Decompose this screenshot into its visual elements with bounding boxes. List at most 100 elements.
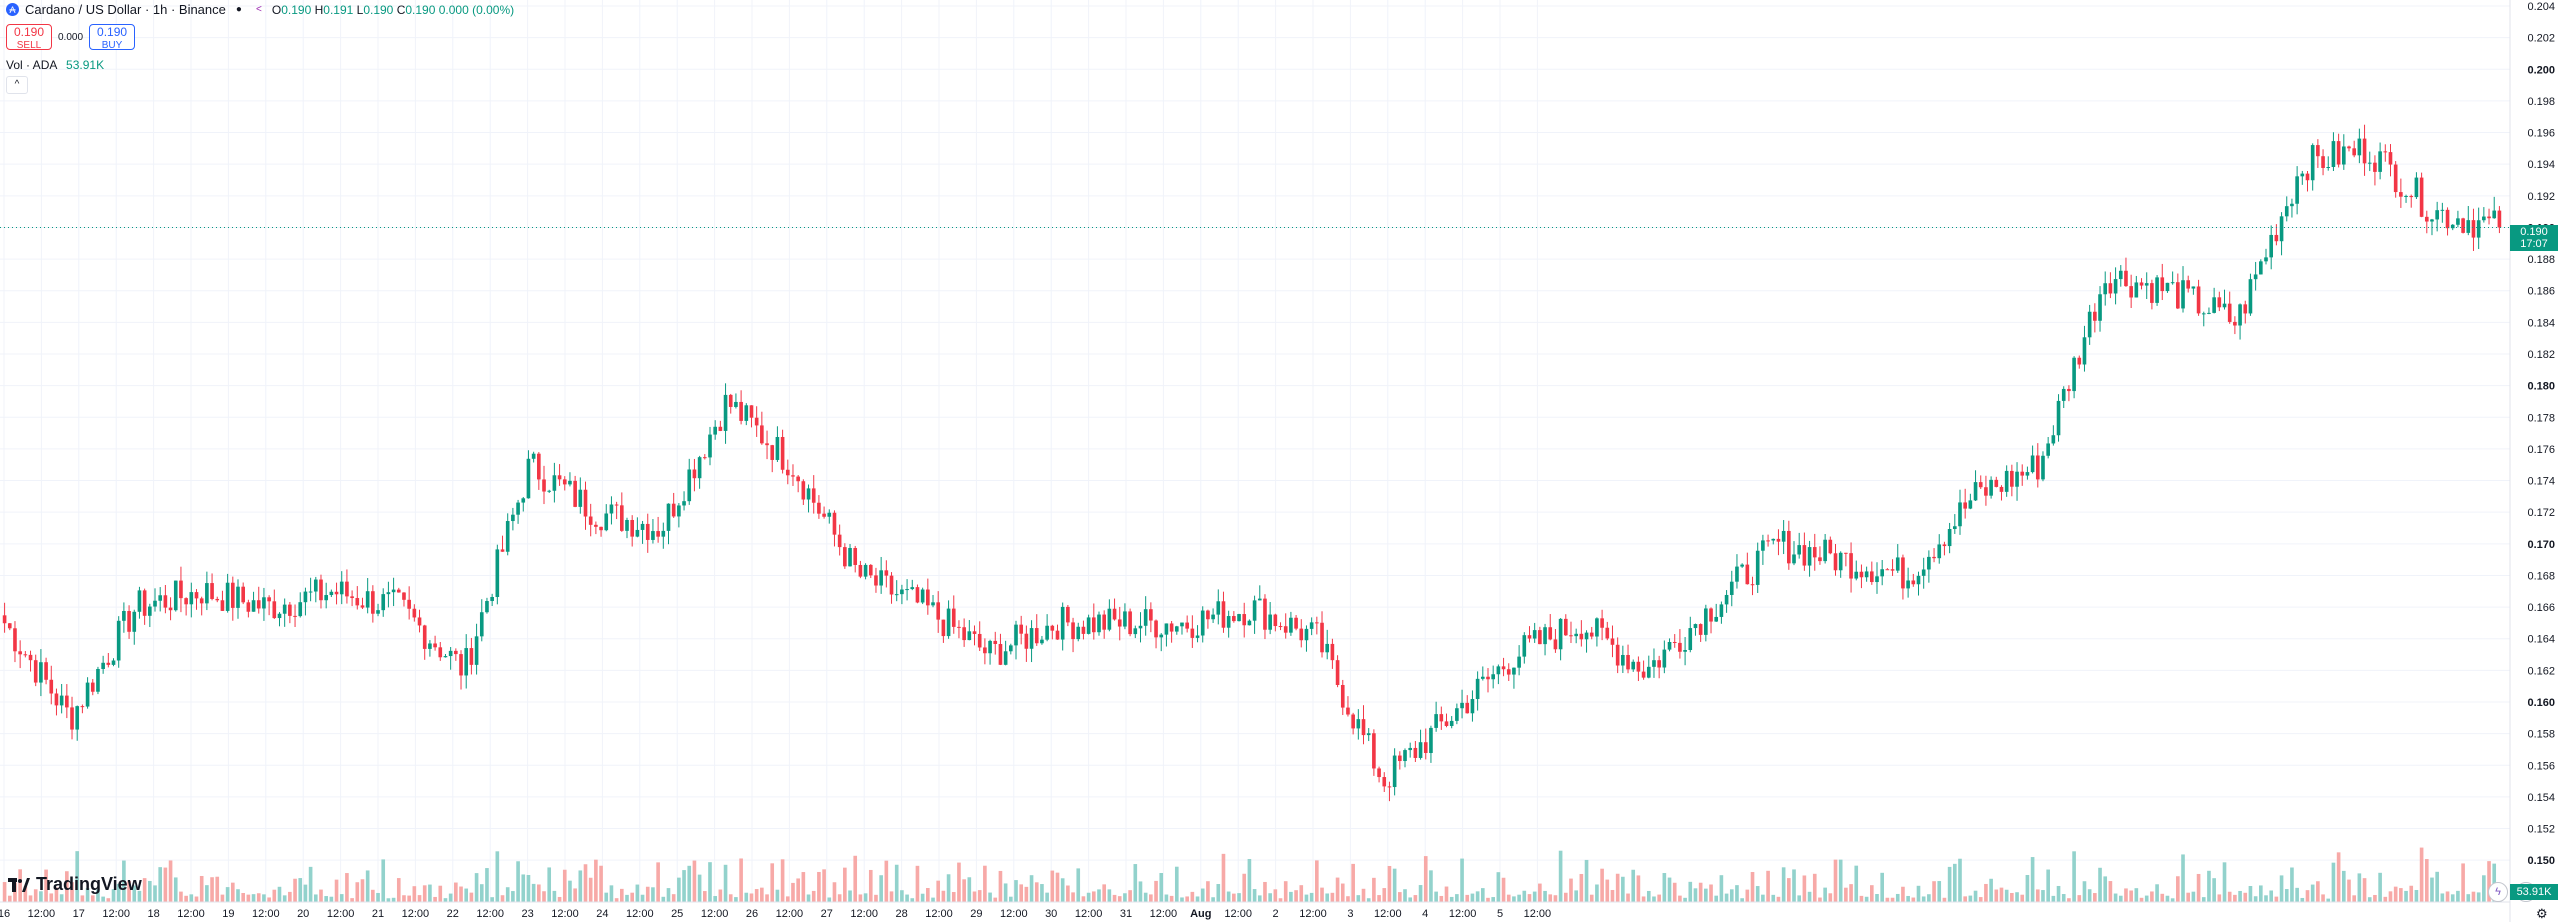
volume-bar	[1226, 891, 1231, 902]
volume-bar	[858, 894, 863, 902]
volume-bar	[1802, 875, 1807, 902]
volume-bar	[396, 878, 401, 902]
volume-bar	[1475, 891, 1480, 902]
candle-body	[1517, 656, 1521, 668]
volume-bar	[298, 878, 303, 902]
volume-bar	[765, 894, 769, 902]
volume-bar	[96, 889, 100, 902]
volume-bar	[490, 897, 494, 902]
volume-bar	[54, 887, 59, 902]
candle-body	[1543, 627, 1547, 645]
volume-bar	[2253, 896, 2258, 902]
time-axis[interactable]: 16 12:00 17 12:00 18 12:00 19 12:00 20 12:00 21 12:…	[0, 901, 2510, 920]
sell-button[interactable]: 0.190 SELL	[6, 24, 52, 51]
candle-body	[2450, 224, 2455, 229]
candle-body	[1942, 544, 1947, 547]
candle-body	[1076, 626, 1081, 640]
volume-bar	[1496, 872, 1501, 902]
buy-button[interactable]: 0.190 BUY	[89, 24, 136, 51]
candle-body	[1735, 566, 1739, 582]
volume-bar	[599, 865, 603, 902]
volume-bar	[1543, 890, 1547, 902]
volume-bar	[334, 879, 339, 902]
volume-bar	[977, 890, 982, 902]
time-tick-label: 12:00	[1224, 908, 1252, 920]
price-axis[interactable]: 0.204 0.202 0.200 0.198 0.196 0.194 0.192 0.190…	[2509, 0, 2555, 922]
share-icon[interactable]: <	[255, 4, 262, 15]
candle-body	[2020, 471, 2025, 476]
candle-body	[702, 457, 707, 459]
volume-bar	[1232, 893, 1236, 902]
candle-body	[1864, 571, 1869, 578]
volume-bar	[951, 892, 956, 902]
volume-bar	[1797, 895, 1802, 902]
time-tick-label: 12:00	[177, 908, 205, 920]
collapse-legend-button[interactable]: ^	[6, 76, 28, 94]
volume-bar	[1444, 886, 1449, 902]
volume-label[interactable]: Vol · ADA	[6, 58, 57, 72]
volume-bar	[1143, 892, 1148, 902]
volume-bar	[1470, 893, 1475, 902]
volume-bar	[1330, 892, 1335, 902]
volume-bar	[277, 886, 282, 902]
volume-bar	[920, 893, 925, 902]
candle-body	[1278, 626, 1283, 628]
candle-body	[365, 591, 370, 608]
candle-body	[2113, 279, 2118, 294]
tradingview-logo[interactable]: TradingView	[8, 874, 142, 895]
volume-bar	[2217, 894, 2222, 902]
candle-body	[1263, 598, 1267, 630]
candle-body	[920, 589, 925, 603]
candle-body	[645, 523, 650, 540]
candle-body	[272, 601, 277, 619]
time-tick-label: 12:00	[1374, 908, 1402, 920]
volume-bar	[2155, 884, 2159, 902]
volume-bar	[1283, 881, 1288, 902]
volume-bar	[13, 882, 17, 902]
candle-body	[1066, 606, 1070, 623]
candle-body	[2383, 151, 2388, 153]
volume-bar	[163, 867, 168, 902]
tradingview-mark-icon	[8, 877, 30, 892]
market-status-icon[interactable]: ●	[235, 4, 242, 15]
candle-body	[1709, 608, 1713, 622]
volume-bar	[469, 892, 474, 902]
candle-body	[2134, 282, 2139, 298]
volume-bar	[189, 894, 194, 902]
volume-bar	[1418, 885, 1423, 902]
candle-body	[122, 610, 126, 621]
candle-body	[1563, 618, 1568, 636]
volume-bar	[116, 883, 121, 902]
volume-bar	[2321, 894, 2325, 902]
volume-bar	[894, 864, 899, 902]
volume-bar	[28, 895, 33, 902]
candle-body	[13, 628, 17, 652]
volume-bar	[1195, 896, 1200, 902]
time-tick-label: 18	[147, 908, 159, 920]
time-tick-label: 31	[1120, 908, 1132, 920]
volume-bar	[111, 889, 116, 902]
lightning-icon[interactable]: ϟ	[2488, 882, 2508, 902]
volume-bar	[246, 894, 251, 902]
price-tick-label: 0.200	[2527, 64, 2555, 76]
candle-body	[1117, 619, 1122, 627]
volume-bar	[1984, 883, 1988, 902]
volume-bar	[588, 877, 593, 902]
volume-bar	[49, 893, 54, 902]
symbol-title[interactable]: Cardano / US Dollar · 1h · Binance	[25, 2, 226, 17]
volume-bar	[1200, 888, 1205, 902]
volume-bar	[1361, 888, 1366, 902]
volume-bar	[148, 880, 152, 902]
candle-body	[2321, 156, 2325, 168]
candle-body	[454, 650, 458, 655]
volume-bar	[2310, 884, 2315, 902]
candle-body	[884, 570, 889, 576]
candle-body	[1351, 714, 1355, 729]
candle-body	[158, 595, 163, 601]
volume-bar	[583, 864, 588, 902]
candle-body	[1382, 777, 1387, 787]
volume-bar	[1019, 884, 1024, 902]
volume-bar	[1278, 898, 1283, 902]
gear-icon[interactable]: ⚙	[2536, 906, 2548, 921]
